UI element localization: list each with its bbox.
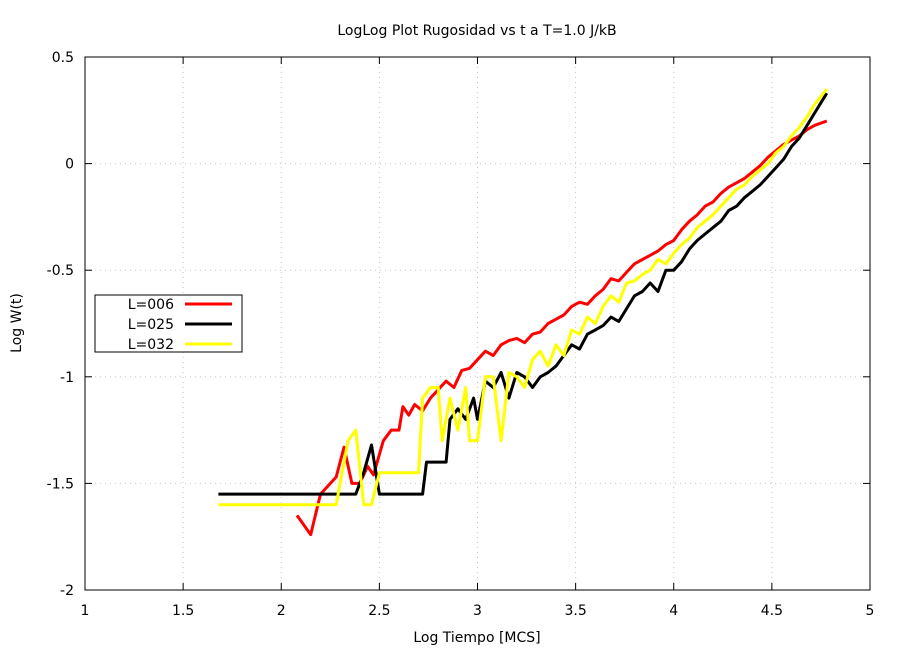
x-axis-label: Log Tiempo [MCS] <box>413 630 540 646</box>
axis-ticks <box>84 56 871 591</box>
y-tick-label: 0 <box>65 157 74 173</box>
x-tick-label: 4 <box>669 603 678 619</box>
y-tick-labels: -2 -1.5 -1 -0.5 0 0.5 <box>47 50 74 599</box>
y-tick-label: 0.5 <box>52 50 74 66</box>
legend-label-l-006: L=006 <box>128 297 174 313</box>
y-tick-label: -1.5 <box>47 476 74 492</box>
chart-title: LogLog Plot Rugosidad vs t a T=1.0 J/kB <box>337 23 616 39</box>
x-tick-label: 3 <box>473 603 482 619</box>
x-tick-label: 2.5 <box>368 603 390 619</box>
legend-label-l-025: L=025 <box>128 317 174 333</box>
series-line-l-006 <box>295 119 828 537</box>
x-tick-label: 3.5 <box>564 603 586 619</box>
x-tick-label: 5 <box>866 603 875 619</box>
y-axis-label: Log W(t) <box>9 293 25 353</box>
x-tick-label: 2 <box>277 603 286 619</box>
grid <box>85 57 870 590</box>
series-line-l-032 <box>218 88 828 507</box>
x-tick-label: 1.5 <box>172 603 194 619</box>
x-tick-label: 4.5 <box>761 603 783 619</box>
y-tick-label: -1 <box>60 370 74 386</box>
y-tick-label: -2 <box>60 583 74 599</box>
legend-label-l-032: L=032 <box>128 337 174 353</box>
y-tick-label: -0.5 <box>47 263 74 279</box>
x-tick-labels: 1 1.5 2 2.5 3 3.5 4 4.5 5 <box>81 603 875 619</box>
series-line-l-025 <box>218 92 829 496</box>
series-lines <box>218 88 829 537</box>
x-tick-label: 1 <box>81 603 90 619</box>
legend: L=006 L=025 L=032 <box>94 294 243 353</box>
